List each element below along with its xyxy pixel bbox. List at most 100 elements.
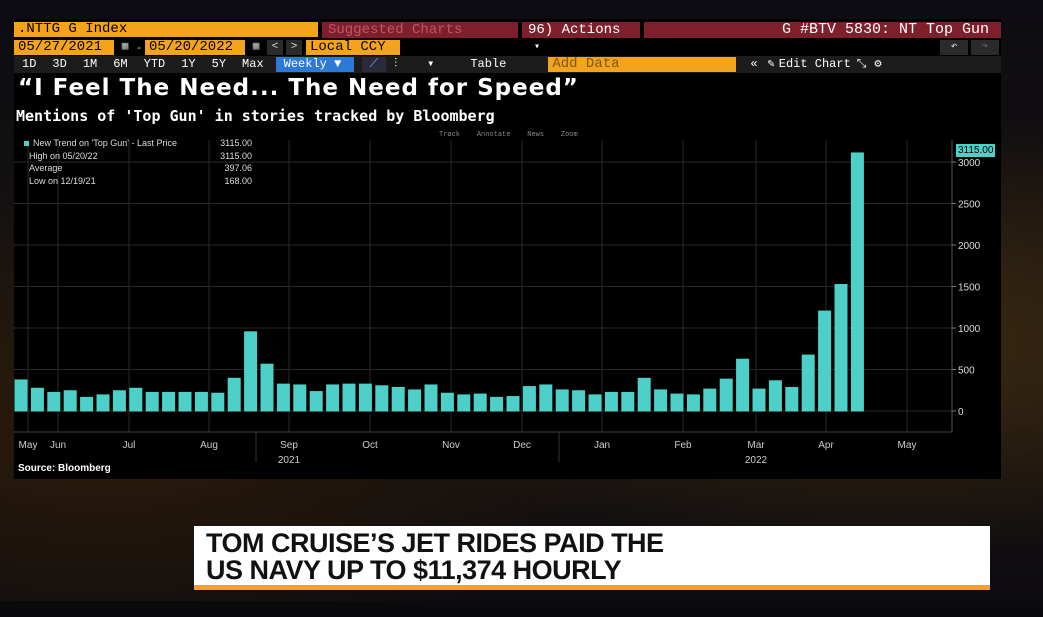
add-data-input[interactable]: Add Data <box>548 57 737 72</box>
toolbar-row-3: 1D 3D 1M 6M YTD 1Y 5Y Max Weekly ▼ ⟋ ⫶ ▾… <box>14 56 1001 73</box>
date-separator: - <box>135 40 143 55</box>
chart-bar <box>63 390 77 412</box>
pencil-icon[interactable]: ✎ <box>767 57 775 71</box>
chart-bar <box>506 396 520 412</box>
chart-bar <box>112 390 126 412</box>
bottom-strip <box>0 601 1043 617</box>
chart-bar <box>30 387 44 412</box>
ticker-field[interactable]: .NTTG G Index <box>14 22 318 37</box>
legend-row: Average 397.06 <box>24 162 252 175</box>
table-button[interactable]: Table <box>470 57 507 71</box>
chart-link-news[interactable]: News <box>527 131 545 139</box>
chart-bar <box>719 378 733 412</box>
legend-row: New Trend on 'Top Gun' - Last Price 3115.… <box>24 137 252 150</box>
news-banner: TOM CRUISE’S JET RIDES PAID THE US NAVY … <box>194 526 990 590</box>
chart-link-track[interactable]: Track <box>439 131 461 139</box>
chart-bar <box>178 391 192 412</box>
edit-chart-button[interactable]: Edit Chart <box>778 57 851 71</box>
source-note: Source: Bloomberg <box>18 463 111 474</box>
x-tick-label: Jun <box>50 440 66 451</box>
collapse-icon[interactable]: « <box>750 57 758 71</box>
legend-row: Low on 12/19/21 168.00 <box>24 175 252 188</box>
suggested-charts-button[interactable]: Suggested Charts <box>322 21 518 38</box>
chart-bar <box>440 392 454 412</box>
gear-icon[interactable]: ⚙ <box>874 57 882 71</box>
banner-headline: TOM CRUISE’S JET RIDES PAID THE US NAVY … <box>206 530 664 584</box>
actions-menu[interactable]: 96) Actions ▾ <box>522 21 640 53</box>
chart-bar <box>539 384 553 412</box>
start-date-field[interactable]: 05/27/2021 <box>14 40 114 55</box>
chart-bar <box>145 391 159 412</box>
y-tick-label: 1500 <box>958 283 981 294</box>
bar-style-icon[interactable]: ⫶ <box>394 57 398 71</box>
toolbar-row-1: .NTTG G Index Suggested Charts 96) Actio… <box>14 21 1001 53</box>
currency-select[interactable]: Local CCY <box>306 40 400 55</box>
legend-name: High on 05/20/22 <box>29 150 98 161</box>
x-tick-label: May <box>898 440 917 451</box>
x-tick-label: Aug <box>200 440 218 451</box>
calendar-icon[interactable]: ▦ <box>117 40 133 55</box>
x-tick-label: May <box>19 440 38 451</box>
undo-icon[interactable]: ↶ <box>940 40 968 55</box>
chart-bar <box>227 377 241 412</box>
resize-icon[interactable]: ⤡ <box>856 57 867 71</box>
chart-bar <box>572 390 586 412</box>
chevron-down-icon: ▾ <box>534 41 541 53</box>
chart-bar <box>850 152 864 412</box>
chart-bar <box>96 394 110 412</box>
redo-icon[interactable]: ↷ <box>971 40 999 55</box>
calendar-icon[interactable]: ▦ <box>248 40 264 55</box>
toolbar-row-2: 05/27/2021 ▦ - 05/20/2022 ▦ < > Local CC… <box>14 39 1001 56</box>
chart-bar <box>637 377 651 412</box>
period-tab-1y[interactable]: 1Y <box>181 57 196 71</box>
frequency-select[interactable]: Weekly ▼ <box>275 57 354 72</box>
chart-link-annotate[interactable]: Annotate <box>476 131 511 139</box>
chart-bar <box>244 331 258 412</box>
y-tick-label: 2000 <box>958 241 981 252</box>
prev-period-icon[interactable]: < <box>267 40 283 55</box>
line-chart-icon[interactable]: ⟋ <box>361 57 387 72</box>
legend-value: 168.00 <box>224 175 252 186</box>
period-tab-ytd[interactable]: YTD <box>143 57 166 71</box>
x-tick-label: Nov <box>442 440 460 451</box>
chart-bar <box>276 383 290 412</box>
chart-link-zoom[interactable]: Zoom <box>560 131 578 139</box>
x-tick-label: Jan <box>594 440 610 451</box>
chart-headline: “I Feel The Need... The Need for Speed” <box>18 75 579 101</box>
period-tab-6m[interactable]: 6M <box>113 57 128 71</box>
end-date-field[interactable]: 05/20/2022 <box>145 40 245 55</box>
x-tick-label: Dec <box>513 440 531 451</box>
period-tab-5y[interactable]: 5Y <box>211 57 227 71</box>
period-tab-1m[interactable]: 1M <box>82 57 98 71</box>
chart-subhead: Mentions of 'Top Gun' in stories tracked… <box>16 107 495 125</box>
chart-bar <box>211 392 225 412</box>
chart-bar <box>686 394 700 412</box>
period-tab-1d[interactable]: 1D <box>22 57 37 71</box>
legend-name: Average <box>29 163 63 173</box>
period-tab-max[interactable]: Max <box>242 57 264 71</box>
chart-bar <box>375 385 389 412</box>
chart-bar <box>47 391 61 412</box>
x-tick-label: Oct <box>362 440 378 451</box>
legend-value: 397.06 <box>224 163 252 173</box>
year-label: 2022 <box>745 455 768 466</box>
chart-bar <box>703 388 717 412</box>
y-tick-label: 500 <box>958 366 975 377</box>
bar-chart: 0 500 1000 1500 2000 2500 3000 May Jun Jul Aug Sep O… <box>14 140 981 466</box>
more-options-icon[interactable]: ▾ <box>427 57 435 71</box>
next-period-icon[interactable]: > <box>286 40 302 55</box>
chart-bar <box>260 363 274 412</box>
chart-bar <box>670 393 684 412</box>
chart-bar <box>473 393 487 412</box>
chart-bar <box>801 354 815 412</box>
chart-bar <box>408 389 422 412</box>
chart-bar <box>326 384 340 412</box>
x-tick-label: Mar <box>747 440 765 451</box>
period-tab-3d[interactable]: 3D <box>52 57 67 71</box>
x-tick-label: Apr <box>818 440 834 451</box>
y-tick-label: 3000 <box>958 158 981 169</box>
chart-bar <box>129 387 143 412</box>
chart-bar <box>785 386 799 412</box>
chart-bar <box>391 386 405 412</box>
chart-links: Track Annotate News Zoom <box>439 131 578 139</box>
